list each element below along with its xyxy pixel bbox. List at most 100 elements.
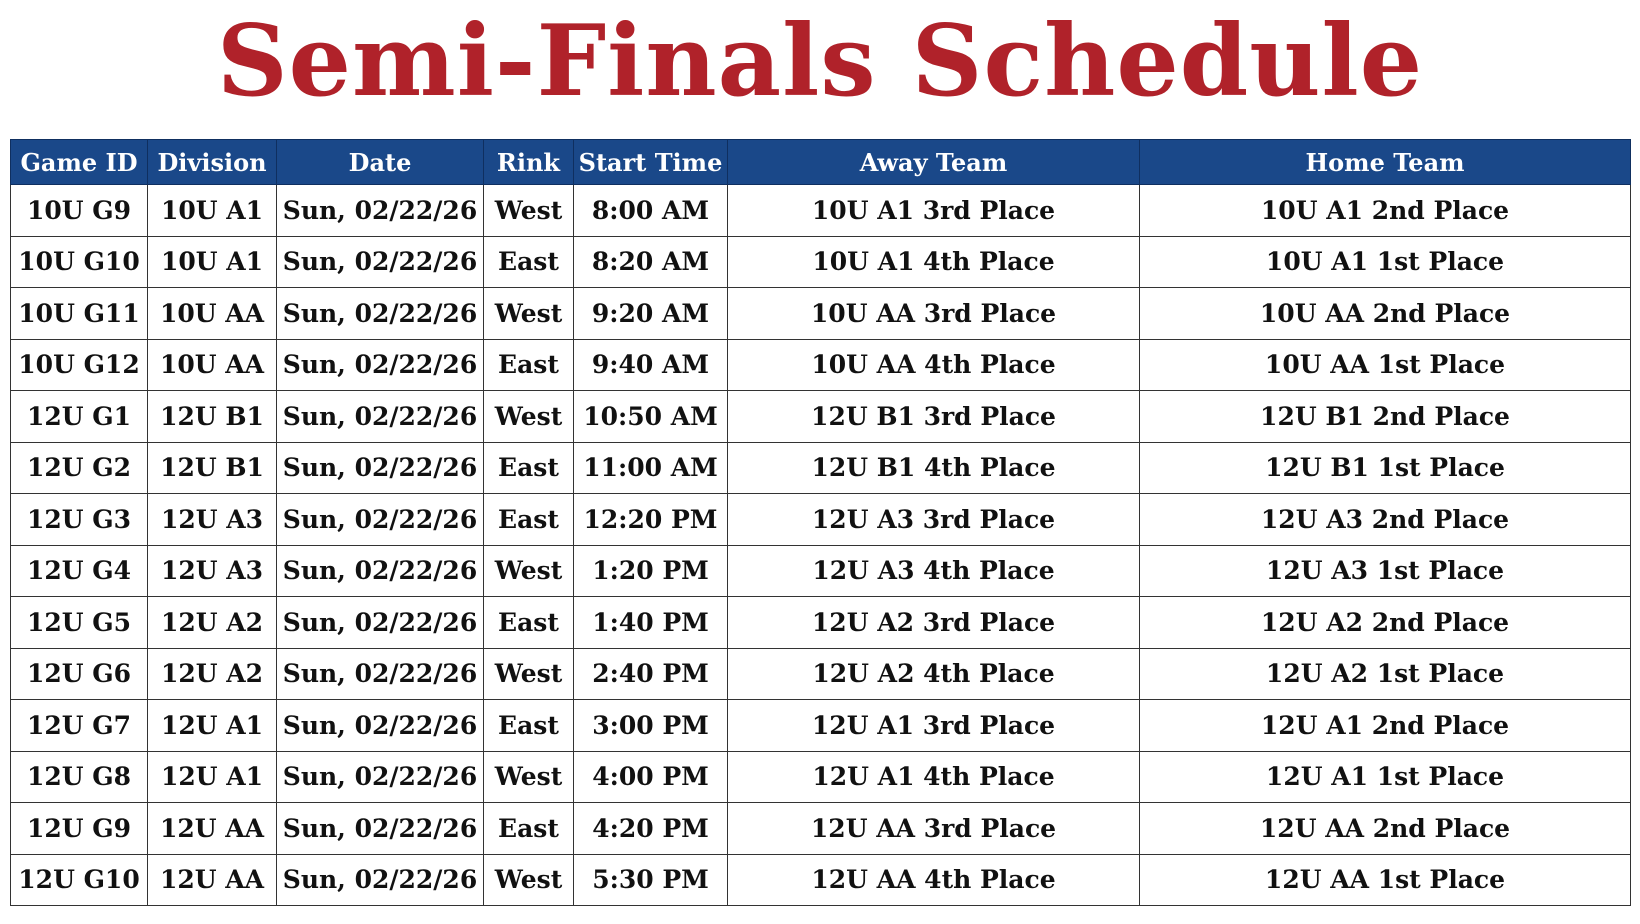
table-cell: 12U A2 4th Place — [727, 647, 1140, 700]
table-cell: 12U G1 — [10, 390, 148, 443]
table-cell: 12U B1 — [147, 390, 277, 443]
table-row: 10U G9 10U A1 Sun, 02/22/26 West 8:00 AM 10U … — [10, 184, 1631, 237]
table-cell: West — [483, 184, 574, 237]
table-cell: 2:40 PM — [573, 647, 728, 700]
table-cell: 10U A1 — [147, 235, 277, 288]
table-cell: 12U G5 — [10, 596, 148, 649]
table-cell: Sun, 02/22/26 — [276, 699, 484, 752]
table-cell: 10U G11 — [10, 287, 148, 340]
table-cell: 4:00 PM — [573, 750, 728, 803]
table-cell: 10U AA 4th Place — [727, 338, 1140, 391]
header-row: Game ID Division Date Rink Start Time Away Te… — [10, 139, 1631, 185]
column-header: Rink — [483, 139, 574, 185]
table-cell: 12U B1 4th Place — [727, 441, 1140, 494]
table-cell: Sun, 02/22/26 — [276, 802, 484, 855]
table-cell: 12U AA — [147, 802, 277, 855]
table-cell: 12U G9 — [10, 802, 148, 855]
table-cell: Sun, 02/22/26 — [276, 390, 484, 443]
table-cell: East — [483, 338, 574, 391]
table-cell: 12U A2 2nd Place — [1139, 596, 1631, 649]
table-cell: 12U A1 4th Place — [727, 750, 1140, 803]
table-cell: East — [483, 596, 574, 649]
table-cell: 9:20 AM — [573, 287, 728, 340]
table-cell: East — [483, 699, 574, 752]
table-body: 10U G9 10U A1 Sun, 02/22/26 West 8:00 AM 10U … — [10, 184, 1631, 906]
table-row: 10U G12 10U AA Sun, 02/22/26 East 9:40 AM 10U… — [10, 338, 1631, 391]
title: Semi-Finals Schedule — [216, 4, 1424, 119]
table-cell: 12U G3 — [10, 493, 148, 546]
table-row: 12U G5 12U A2 Sun, 02/22/26 East 1:40 PM 12U … — [10, 596, 1631, 649]
table-cell: West — [483, 544, 574, 597]
column-header: Date — [276, 139, 484, 185]
table-cell: 12:20 PM — [573, 493, 728, 546]
table-cell: East — [483, 493, 574, 546]
table-cell: 10U AA 1st Place — [1139, 338, 1631, 391]
table-cell: 12U A3 3rd Place — [727, 493, 1140, 546]
table-cell: East — [483, 802, 574, 855]
table-cell: 12U AA 3rd Place — [727, 802, 1140, 855]
table-cell: 12U A1 2nd Place — [1139, 699, 1631, 752]
table-row: 12U G9 12U AA Sun, 02/22/26 East 4:20 PM 12U … — [10, 802, 1631, 855]
table-cell: 10U A1 3rd Place — [727, 184, 1140, 237]
table-cell: 12U A2 — [147, 596, 277, 649]
table-cell: 12U AA — [147, 853, 277, 906]
schedule-table: Game ID Division Date Rink Start Time Away Te… — [10, 139, 1631, 906]
table-cell: West — [483, 390, 574, 443]
table-cell: 12U G8 — [10, 750, 148, 803]
table-cell: 10U A1 2nd Place — [1139, 184, 1631, 237]
table-cell: 12U A3 — [147, 493, 277, 546]
table-cell: 1:40 PM — [573, 596, 728, 649]
table-cell: 10U AA — [147, 287, 277, 340]
table-cell: 10U G9 — [10, 184, 148, 237]
table-cell: 12U A3 1st Place — [1139, 544, 1631, 597]
column-header: Start Time — [573, 139, 728, 185]
table-cell: 12U A1 — [147, 699, 277, 752]
column-header: Game ID — [10, 139, 148, 185]
table-cell: 12U A1 — [147, 750, 277, 803]
table-cell: Sun, 02/22/26 — [276, 441, 484, 494]
table-row: 12U G6 12U A2 Sun, 02/22/26 West 2:40 PM 12U … — [10, 647, 1631, 700]
table-cell: 12U A3 — [147, 544, 277, 597]
table-cell: Sun, 02/22/26 — [276, 235, 484, 288]
table-cell: 10U AA 2nd Place — [1139, 287, 1631, 340]
table-cell: 3:00 PM — [573, 699, 728, 752]
table-row: 12U G7 12U A1 Sun, 02/22/26 East 3:00 PM 12U … — [10, 699, 1631, 752]
table-row: 12U G3 12U A3 Sun, 02/22/26 East 12:20 PM 12U… — [10, 493, 1631, 546]
table-cell: 12U A2 1st Place — [1139, 647, 1631, 700]
table-cell: Sun, 02/22/26 — [276, 647, 484, 700]
table-cell: 10U A1 4th Place — [727, 235, 1140, 288]
table-cell: 10U A1 1st Place — [1139, 235, 1631, 288]
table-cell: 10:50 AM — [573, 390, 728, 443]
table-cell: Sun, 02/22/26 — [276, 853, 484, 906]
table-cell: 12U G7 — [10, 699, 148, 752]
column-header: Division — [147, 139, 277, 185]
table-cell: Sun, 02/22/26 — [276, 184, 484, 237]
table-cell: 4:20 PM — [573, 802, 728, 855]
table-cell: 8:20 AM — [573, 235, 728, 288]
table-cell: 12U A1 1st Place — [1139, 750, 1631, 803]
table-row: 12U G4 12U A3 Sun, 02/22/26 West 1:20 PM 12U … — [10, 544, 1631, 597]
column-header: Away Team — [727, 139, 1140, 185]
table-cell: 12U AA 4th Place — [727, 853, 1140, 906]
table-cell: East — [483, 441, 574, 494]
table-cell: 10U G12 — [10, 338, 148, 391]
table-cell: 5:30 PM — [573, 853, 728, 906]
table-cell: West — [483, 750, 574, 803]
table-cell: 9:40 AM — [573, 338, 728, 391]
table-cell: 12U A3 4th Place — [727, 544, 1140, 597]
table-cell: 11:00 AM — [573, 441, 728, 494]
table-cell: 12U AA 1st Place — [1139, 853, 1631, 906]
table-row: 12U G10 12U AA Sun, 02/22/26 West 5:30 PM 12U… — [10, 853, 1631, 906]
table-cell: 10U A1 — [147, 184, 277, 237]
table-cell: 10U AA — [147, 338, 277, 391]
table-row: 10U G11 10U AA Sun, 02/22/26 West 9:20 AM 10U… — [10, 287, 1631, 340]
table-cell: 12U B1 2nd Place — [1139, 390, 1631, 443]
table-cell: East — [483, 235, 574, 288]
table-cell: 12U A3 2nd Place — [1139, 493, 1631, 546]
table-cell: 10U G10 — [10, 235, 148, 288]
table-cell: Sun, 02/22/26 — [276, 338, 484, 391]
table-cell: Sun, 02/22/26 — [276, 750, 484, 803]
table-cell: 10U AA 3rd Place — [727, 287, 1140, 340]
column-header: Home Team — [1139, 139, 1631, 185]
